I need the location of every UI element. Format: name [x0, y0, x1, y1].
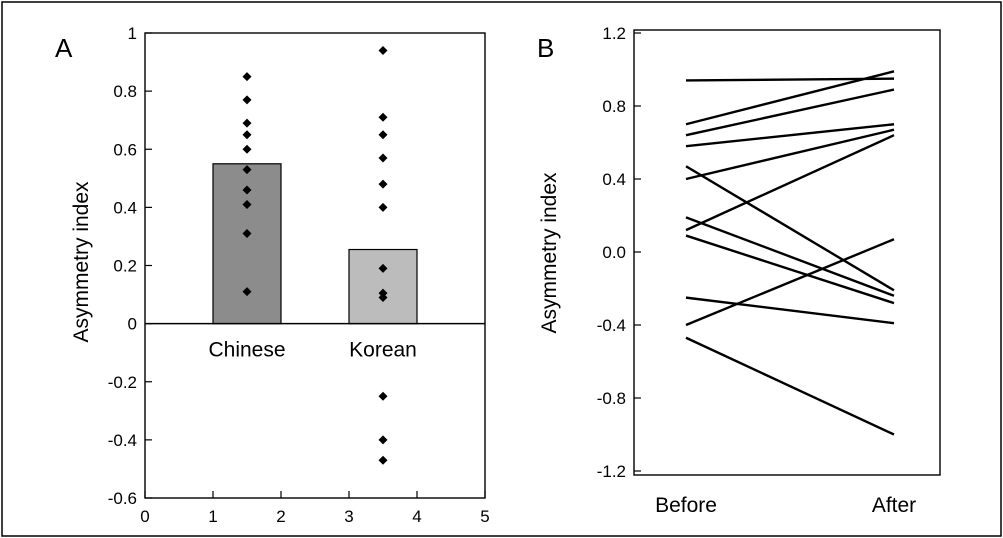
panel-b-series-line-12: [685, 336, 895, 436]
point-chinese-7: [242, 199, 252, 209]
panel-b-y-tick-label-1p2: 1.2: [602, 24, 626, 43]
panel-a-y-tick-label-0p4: 0.4: [113, 198, 137, 217]
panel-b-y-tick-label-0p4: 0.4: [602, 170, 626, 189]
panel-a-x-tick-label-2: 2: [276, 507, 285, 526]
point-korean-4: [378, 179, 388, 189]
panel-a: A Asymmetry index -0.6 -0.4 -0.2 0 0.2 0.4 0.6…: [55, 24, 490, 526]
panel-b: B Asymmetry index -1.2 -0.8 -0.4 0.0 0.4 0.8 1…: [537, 24, 941, 517]
point-korean-8: [378, 292, 388, 302]
point-chinese-3: [242, 130, 252, 140]
panel-a-category-label-chinese: Chinese: [208, 339, 285, 362]
panel-a-y-tick-label-0p8: 0.8: [113, 82, 137, 101]
point-korean-1: [378, 112, 388, 122]
point-korean-2: [378, 130, 388, 140]
panel-a-x-tick-label-0: 0: [140, 507, 149, 526]
panel-b-series-line-2: [685, 70, 895, 126]
panel-a-y-tick-label-neg0p6: -0.6: [108, 489, 137, 508]
point-chinese-4: [242, 144, 252, 154]
point-korean-3: [378, 153, 388, 163]
panel-b-y-tick-label-0p0: 0.0: [602, 243, 626, 262]
point-chinese-8: [242, 229, 252, 239]
point-chinese-2: [242, 118, 252, 128]
panel-a-y-tick-label-1: 1: [128, 24, 137, 43]
point-chinese-1: [242, 95, 252, 105]
panel-b-ticks: -1.2 -0.8 -0.4 0.0 0.4 0.8 1.2 Before After: [597, 24, 916, 517]
point-korean-9: [378, 391, 388, 401]
panel-a-x-tick-label-1: 1: [208, 507, 217, 526]
panel-a-y-tick-label-0p6: 0.6: [113, 140, 137, 159]
panel-b-series-line-7: [685, 216, 895, 297]
point-chinese-9: [242, 287, 252, 297]
panel-a-y-tick-label-0p2: 0.2: [113, 257, 137, 276]
panel-b-series-line-10: [685, 296, 895, 325]
panel-b-label: B: [537, 33, 554, 63]
panel-b-y-tick-label-neg1p2: -1.2: [597, 462, 626, 481]
panel-a-x-tick-label-5: 5: [480, 507, 489, 526]
panel-b-series-line-6: [685, 165, 895, 292]
panel-b-series-line-11: [685, 238, 895, 327]
point-korean-5: [378, 202, 388, 212]
panel-a-x-tick-label-3: 3: [344, 507, 353, 526]
point-chinese-5: [242, 165, 252, 175]
panel-b-series-line-9: [685, 234, 895, 305]
panel-a-x-tick-label-4: 4: [412, 507, 421, 526]
point-korean-10: [378, 435, 388, 445]
panel-b-y-tick-label-0p8: 0.8: [602, 97, 626, 116]
panel-b-x-label-before: Before: [655, 494, 717, 517]
panel-b-lines: [685, 70, 895, 436]
panel-b-series-line-4: [685, 123, 895, 148]
point-korean-0: [378, 45, 388, 55]
panel-a-y-tick-label-neg0p2: -0.2: [108, 373, 137, 392]
panel-b-series-line-3: [685, 88, 895, 137]
panel-b-y-tick-label-neg0p4: -0.4: [597, 316, 626, 335]
point-korean-6: [378, 263, 388, 273]
panel-a-points: [242, 45, 388, 465]
panel-a-category-label-korean: Korean: [349, 339, 417, 362]
panel-b-y-axis-label: Asymmetry index: [538, 172, 561, 334]
bar-korean: [348, 248, 418, 325]
point-korean-11: [378, 455, 388, 465]
panel-a-y-tick-label-0: 0: [128, 315, 137, 334]
panel-b-y-tick-label-neg0p8: -0.8: [597, 389, 626, 408]
panel-a-y-tick-label-neg0p4: -0.4: [108, 431, 137, 450]
panel-b-x-label-after: After: [872, 494, 916, 517]
panel-b-series-line-5: [685, 128, 895, 181]
panel-a-label: A: [55, 33, 73, 63]
panel-a-ticks: -0.6 -0.4 -0.2 0 0.2 0.4 0.6 0.8 1 0 1 2 3 4 5: [108, 24, 490, 526]
panel-a-y-axis-label: Asymmetry index: [70, 181, 93, 343]
point-chinese-0: [242, 72, 252, 82]
panel-b-series-line-8: [685, 134, 895, 232]
point-chinese-6: [242, 185, 252, 195]
